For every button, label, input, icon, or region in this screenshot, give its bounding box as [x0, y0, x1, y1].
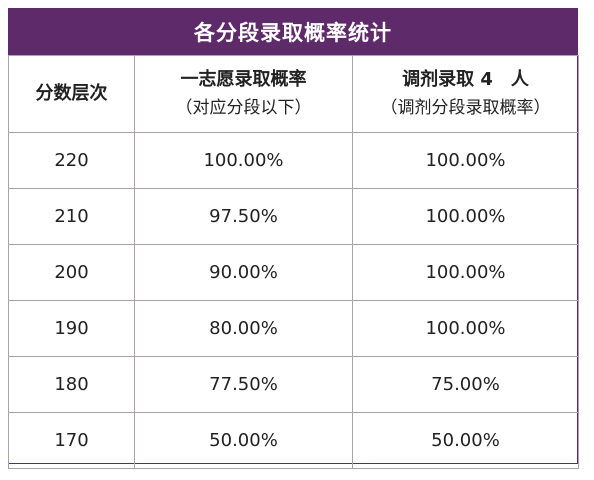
score-cell: 200	[8, 244, 135, 301]
first-choice-cell: 100.00%	[134, 132, 353, 189]
adjustment-cell: 50.00%	[352, 412, 579, 469]
score-cell: 170	[8, 412, 135, 469]
header-score-level: 分数层次	[8, 55, 135, 133]
header-first-choice-line2: （对应分段以下）	[175, 98, 312, 118]
first-choice-cell: 80.00%	[134, 300, 353, 357]
admission-probability-table: 分数层次 一志愿录取概率 （对应分段以下） 调剂录取 4 人 （调剂分段录取概率…	[8, 55, 579, 469]
table-row: 180 77.50% 75.00%	[8, 356, 579, 413]
adjustment-cell: 100.00%	[352, 188, 579, 245]
score-cell: 220	[8, 132, 135, 189]
header-adjustment-probability: 调剂录取 4 人 （调剂分段录取概率）	[352, 55, 579, 133]
adjustment-cell: 100.00%	[352, 244, 579, 301]
table-row: 210 97.50% 100.00%	[8, 188, 579, 245]
table-row: 170 50.00% 50.00%	[8, 412, 579, 469]
header-first-choice-probability: 一志愿录取概率 （对应分段以下）	[134, 55, 353, 133]
adjustment-cell: 100.00%	[352, 132, 579, 189]
first-choice-cell: 97.50%	[134, 188, 353, 245]
header-adjustment-line2: （调剂分段录取概率）	[380, 98, 551, 118]
header-first-choice-line1: 一志愿录取概率	[180, 69, 307, 90]
score-cell: 210	[8, 188, 135, 245]
statistics-table-frame: 各分段录取概率统计 分数层次 一志愿录取概率 （对应分段以下） 调剂录取 4 人…	[8, 8, 579, 469]
first-choice-cell: 50.00%	[134, 412, 353, 469]
table-title: 各分段录取概率统计	[9, 9, 577, 55]
first-choice-cell: 77.50%	[134, 356, 353, 413]
header-row: 分数层次 一志愿录取概率 （对应分段以下） 调剂录取 4 人 （调剂分段录取概率…	[8, 55, 579, 133]
adjustment-cell: 75.00%	[352, 356, 579, 413]
table-row: 220 100.00% 100.00%	[8, 132, 579, 189]
first-choice-cell: 90.00%	[134, 244, 353, 301]
table-row: 200 90.00% 100.00%	[8, 244, 579, 301]
header-adjustment-line1: 调剂录取 4 人	[402, 69, 529, 90]
score-cell: 180	[8, 356, 135, 413]
adjustment-cell: 100.00%	[352, 300, 579, 357]
score-cell: 190	[8, 300, 135, 357]
table-row: 190 80.00% 100.00%	[8, 300, 579, 357]
